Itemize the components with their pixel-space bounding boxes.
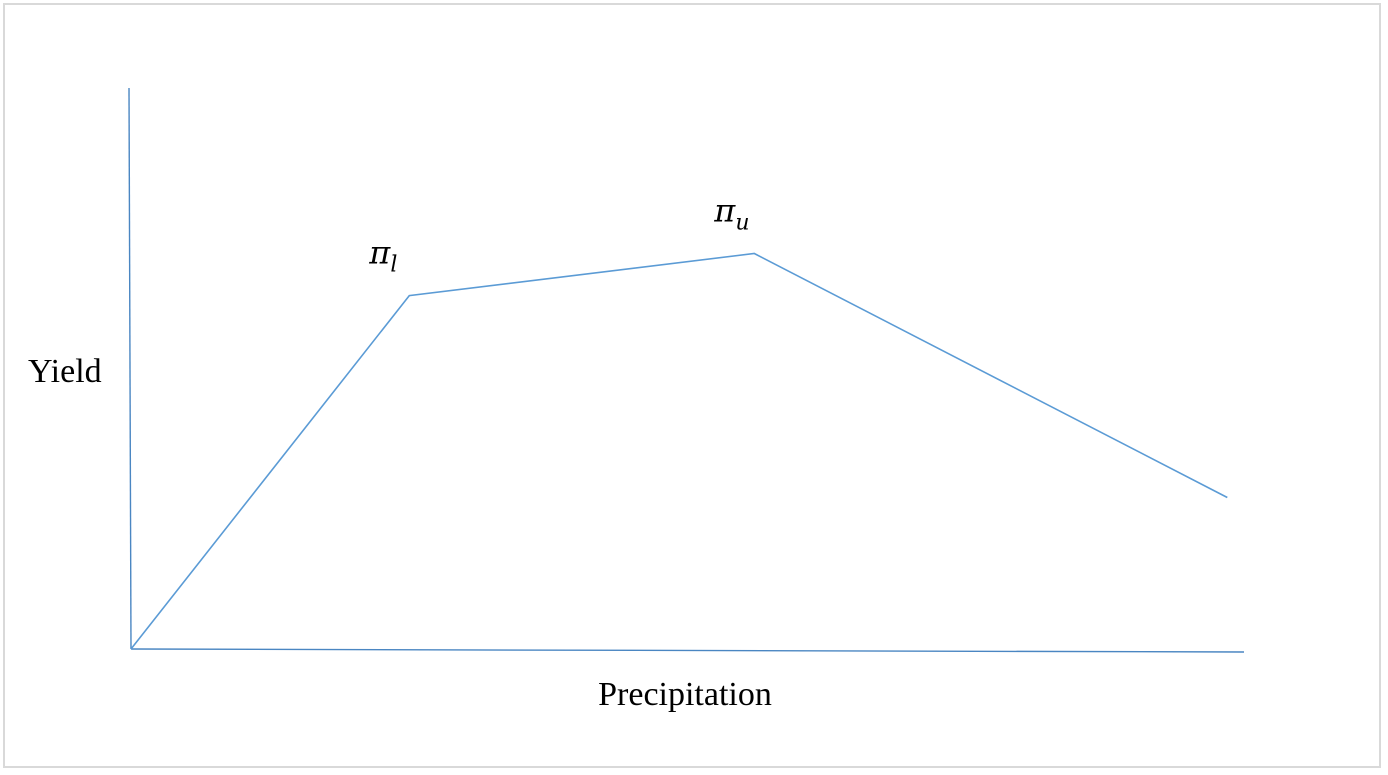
x-axis	[130, 648, 1245, 653]
breakpoint-subscript: u	[735, 211, 749, 236]
breakpoint-symbol: π	[368, 234, 391, 272]
x-axis-label: Precipitation	[598, 676, 772, 713]
series-line-1	[130, 252, 1228, 650]
breakpoint-symbol: π	[713, 192, 736, 230]
breakpoint-label-u: πu	[713, 192, 749, 236]
series-layer	[130, 252, 1228, 650]
y-axis	[128, 87, 132, 650]
breakpoint-subscript: l	[390, 253, 397, 278]
y-axis-label: Yield	[28, 353, 102, 390]
chart-frame	[3, 3, 1381, 768]
breakpoint-label-l: πl	[368, 234, 397, 278]
